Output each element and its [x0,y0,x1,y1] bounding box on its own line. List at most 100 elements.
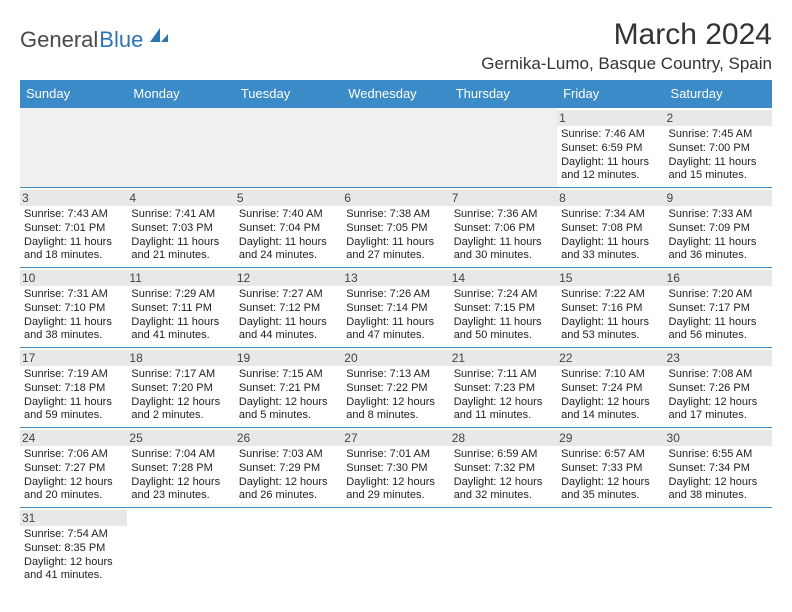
calendar-week: 10Sunrise: 7:31 AMSunset: 7:10 PMDayligh… [20,268,772,348]
day-number: 24 [20,430,127,446]
calendar-cell: 3 Sunrise: 7:43 AMSunset: 7:01 PMDaylight… [20,188,127,268]
day-details: Sunrise: 7:26 AMSunset: 7:14 PMDaylight:… [346,288,445,343]
day-details: Sunrise: 7:17 AMSunset: 7:20 PMDaylight:… [131,368,230,423]
day-number: 14 [450,270,557,286]
day-details: Sunrise: 7:34 AMSunset: 7:08 PMDaylight:… [561,208,660,263]
location: Gernika-Lumo, Basque Country, Spain [481,54,772,74]
calendar-cell: 31Sunrise: 7:54 AMSunset: 8:35 PMDayligh… [20,508,127,588]
calendar-cell: 7 Sunrise: 7:36 AMSunset: 7:06 PMDaylight… [450,188,557,268]
calendar-cell: 21 Sunrise: 7:11 AMSunset: 7:23 PMDayligh… [450,348,557,428]
day-number: 3 [20,190,127,206]
calendar-cell: 1Sunrise: 7:46 AMSunset: 6:59 PMDaylight… [557,108,664,188]
day-details: Sunrise: 7:08 AMSunset: 7:26 PMDaylight:… [669,368,768,423]
day-number: 21 [450,350,557,366]
day-number: 6 [342,190,449,206]
day-details: Sunrise: 7:03 AMSunset: 7:29 PMDaylight:… [239,448,338,503]
day-details: Sunrise: 7:54 AMSunset: 8:35 PMDaylight:… [24,528,123,583]
day-number: 19 [235,350,342,366]
day-details: Sunrise: 7:36 AMSunset: 7:06 PMDaylight:… [454,208,553,263]
calendar-cell [235,108,342,188]
day-details: Sunrise: 7:15 AMSunset: 7:21 PMDaylight:… [239,368,338,423]
day-number: 15 [557,270,664,286]
day-number: 11 [127,270,234,286]
day-number: 9 [665,190,772,206]
day-number: 20 [342,350,449,366]
day-number: 8 [557,190,664,206]
day-details: Sunrise: 7:20 AMSunset: 7:17 PMDaylight:… [669,288,768,343]
calendar-week: 17 Sunrise: 7:19 AMSunset: 7:18 PMDayligh… [20,348,772,428]
day-details: Sunrise: 7:27 AMSunset: 7:12 PMDaylight:… [239,288,338,343]
calendar-cell: 17 Sunrise: 7:19 AMSunset: 7:18 PMDayligh… [20,348,127,428]
day-details: Sunrise: 7:38 AMSunset: 7:05 PMDaylight:… [346,208,445,263]
weekday-header: Monday [127,80,234,108]
calendar-cell: 30Sunrise: 6:55 AMSunset: 7:34 PMDayligh… [665,428,772,508]
month-title: March 2024 [481,18,772,52]
day-details: Sunrise: 7:29 AMSunset: 7:11 PMDaylight:… [131,288,230,343]
day-details: Sunrise: 7:19 AMSunset: 7:18 PMDaylight:… [24,368,123,423]
calendar-cell [235,508,342,588]
calendar-cell [665,508,772,588]
day-details: Sunrise: 7:43 AMSunset: 7:01 PMDaylight:… [24,208,123,263]
calendar-cell: 14 Sunrise: 7:24 AMSunset: 7:15 PMDayligh… [450,268,557,348]
day-number: 13 [342,270,449,286]
day-details: Sunrise: 7:11 AMSunset: 7:23 PMDaylight:… [454,368,553,423]
calendar-cell: 8 Sunrise: 7:34 AMSunset: 7:08 PMDaylight… [557,188,664,268]
day-number: 7 [450,190,557,206]
day-number: 18 [127,350,234,366]
calendar-week: 1Sunrise: 7:46 AMSunset: 6:59 PMDaylight… [20,108,772,188]
calendar-cell: 11 Sunrise: 7:29 AMSunset: 7:11 PMDayligh… [127,268,234,348]
day-details: Sunrise: 6:57 AMSunset: 7:33 PMDaylight:… [561,448,660,503]
weekday-header-row: SundayMondayTuesdayWednesdayThursdayFrid… [20,80,772,108]
day-details: Sunrise: 7:06 AMSunset: 7:27 PMDaylight:… [24,448,123,503]
day-details: Sunrise: 7:45 AMSunset: 7:00 PMDaylight:… [669,128,768,183]
calendar-cell [342,108,449,188]
weekday-header: Sunday [20,80,127,108]
title-block: March 2024 Gernika-Lumo, Basque Country,… [481,18,772,74]
day-details: Sunrise: 7:33 AMSunset: 7:09 PMDaylight:… [669,208,768,263]
calendar-cell: 18 Sunrise: 7:17 AMSunset: 7:20 PMDayligh… [127,348,234,428]
calendar-cell: 6 Sunrise: 7:38 AMSunset: 7:05 PMDaylight… [342,188,449,268]
day-details: Sunrise: 7:04 AMSunset: 7:28 PMDaylight:… [131,448,230,503]
weekday-header: Wednesday [342,80,449,108]
calendar-cell: 26 Sunrise: 7:03 AMSunset: 7:29 PMDayligh… [235,428,342,508]
day-number: 4 [127,190,234,206]
day-details: Sunrise: 7:13 AMSunset: 7:22 PMDaylight:… [346,368,445,423]
day-number: 27 [342,430,449,446]
calendar-cell: 2 Sunrise: 7:45 AMSunset: 7:00 PMDaylight… [665,108,772,188]
header: General Blue March 2024 Gernika-Lumo, Ba… [20,18,772,74]
calendar-cell [342,508,449,588]
day-number: 2 [665,110,772,126]
calendar-cell: 27 Sunrise: 7:01 AMSunset: 7:30 PMDayligh… [342,428,449,508]
day-number: 23 [665,350,772,366]
day-number: 26 [235,430,342,446]
day-details: Sunrise: 7:10 AMSunset: 7:24 PMDaylight:… [561,368,660,423]
day-details: Sunrise: 7:24 AMSunset: 7:15 PMDaylight:… [454,288,553,343]
calendar-cell [557,508,664,588]
calendar-cell: 22Sunrise: 7:10 AMSunset: 7:24 PMDayligh… [557,348,664,428]
calendar-cell: 15Sunrise: 7:22 AMSunset: 7:16 PMDayligh… [557,268,664,348]
day-details: Sunrise: 7:31 AMSunset: 7:10 PMDaylight:… [24,288,123,343]
day-number: 29 [557,430,664,446]
day-details: Sunrise: 6:59 AMSunset: 7:32 PMDaylight:… [454,448,553,503]
calendar-week: 24 Sunrise: 7:06 AMSunset: 7:27 PMDayligh… [20,428,772,508]
day-number: 30 [665,430,772,446]
sail-icon [148,26,170,49]
calendar-cell: 20 Sunrise: 7:13 AMSunset: 7:22 PMDayligh… [342,348,449,428]
calendar-cell: 13 Sunrise: 7:26 AMSunset: 7:14 PMDayligh… [342,268,449,348]
day-number: 28 [450,430,557,446]
day-number: 16 [665,270,772,286]
logo: General Blue [20,18,170,53]
day-details: Sunrise: 7:01 AMSunset: 7:30 PMDaylight:… [346,448,445,503]
day-number: 12 [235,270,342,286]
calendar-cell: 16 Sunrise: 7:20 AMSunset: 7:17 PMDayligh… [665,268,772,348]
calendar-cell [127,508,234,588]
logo-word2: Blue [99,27,143,53]
day-details: Sunrise: 7:46 AMSunset: 6:59 PMDaylight:… [561,128,660,183]
calendar-cell: 5Sunrise: 7:40 AMSunset: 7:04 PMDaylight… [235,188,342,268]
calendar-cell: 25Sunrise: 7:04 AMSunset: 7:28 PMDayligh… [127,428,234,508]
day-number: 17 [20,350,127,366]
calendar-cell [450,508,557,588]
calendar-cell [127,108,234,188]
calendar-table: SundayMondayTuesdayWednesdayThursdayFrid… [20,80,772,587]
logo-word1: General [20,27,98,53]
